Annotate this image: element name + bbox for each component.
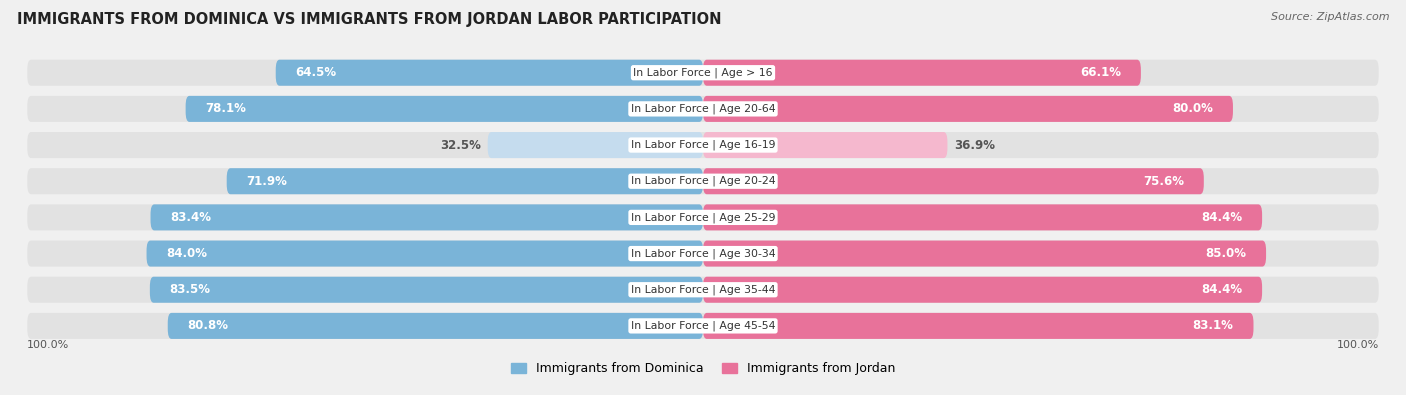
FancyBboxPatch shape bbox=[703, 313, 1254, 339]
Text: 64.5%: 64.5% bbox=[295, 66, 336, 79]
FancyBboxPatch shape bbox=[226, 168, 703, 194]
Text: In Labor Force | Age 30-34: In Labor Force | Age 30-34 bbox=[631, 248, 775, 259]
Text: 100.0%: 100.0% bbox=[1337, 340, 1379, 350]
FancyBboxPatch shape bbox=[27, 168, 1379, 194]
Text: In Labor Force | Age 20-64: In Labor Force | Age 20-64 bbox=[631, 103, 775, 114]
Text: In Labor Force | Age 35-44: In Labor Force | Age 35-44 bbox=[631, 284, 775, 295]
Text: In Labor Force | Age 20-24: In Labor Force | Age 20-24 bbox=[631, 176, 775, 186]
Text: 75.6%: 75.6% bbox=[1143, 175, 1184, 188]
Text: 84.4%: 84.4% bbox=[1201, 211, 1243, 224]
FancyBboxPatch shape bbox=[27, 277, 1379, 303]
Text: Source: ZipAtlas.com: Source: ZipAtlas.com bbox=[1271, 12, 1389, 22]
Text: 100.0%: 100.0% bbox=[27, 340, 69, 350]
FancyBboxPatch shape bbox=[27, 96, 1379, 122]
Text: IMMIGRANTS FROM DOMINICA VS IMMIGRANTS FROM JORDAN LABOR PARTICIPATION: IMMIGRANTS FROM DOMINICA VS IMMIGRANTS F… bbox=[17, 12, 721, 27]
FancyBboxPatch shape bbox=[167, 313, 703, 339]
Text: 36.9%: 36.9% bbox=[955, 139, 995, 152]
FancyBboxPatch shape bbox=[146, 241, 703, 267]
Text: 80.0%: 80.0% bbox=[1173, 102, 1213, 115]
Text: 83.5%: 83.5% bbox=[170, 283, 211, 296]
Text: 85.0%: 85.0% bbox=[1205, 247, 1246, 260]
Text: 83.4%: 83.4% bbox=[170, 211, 211, 224]
Text: In Labor Force | Age 45-54: In Labor Force | Age 45-54 bbox=[631, 321, 775, 331]
Text: 83.1%: 83.1% bbox=[1192, 320, 1233, 333]
Text: 84.0%: 84.0% bbox=[166, 247, 208, 260]
FancyBboxPatch shape bbox=[27, 241, 1379, 267]
FancyBboxPatch shape bbox=[703, 168, 1204, 194]
Text: In Labor Force | Age 25-29: In Labor Force | Age 25-29 bbox=[631, 212, 775, 223]
Text: 71.9%: 71.9% bbox=[246, 175, 287, 188]
FancyBboxPatch shape bbox=[27, 204, 1379, 230]
Text: 66.1%: 66.1% bbox=[1080, 66, 1121, 79]
FancyBboxPatch shape bbox=[186, 96, 703, 122]
FancyBboxPatch shape bbox=[488, 132, 703, 158]
FancyBboxPatch shape bbox=[703, 241, 1265, 267]
Legend: Immigrants from Dominica, Immigrants from Jordan: Immigrants from Dominica, Immigrants fro… bbox=[506, 357, 900, 380]
FancyBboxPatch shape bbox=[276, 60, 703, 86]
FancyBboxPatch shape bbox=[27, 132, 1379, 158]
FancyBboxPatch shape bbox=[703, 60, 1140, 86]
FancyBboxPatch shape bbox=[703, 204, 1263, 230]
Text: 78.1%: 78.1% bbox=[205, 102, 246, 115]
Text: In Labor Force | Age 16-19: In Labor Force | Age 16-19 bbox=[631, 140, 775, 150]
Text: 84.4%: 84.4% bbox=[1201, 283, 1243, 296]
FancyBboxPatch shape bbox=[150, 204, 703, 230]
FancyBboxPatch shape bbox=[703, 132, 948, 158]
Text: 80.8%: 80.8% bbox=[187, 320, 229, 333]
FancyBboxPatch shape bbox=[27, 60, 1379, 86]
FancyBboxPatch shape bbox=[703, 96, 1233, 122]
Text: In Labor Force | Age > 16: In Labor Force | Age > 16 bbox=[633, 68, 773, 78]
FancyBboxPatch shape bbox=[27, 313, 1379, 339]
Text: 32.5%: 32.5% bbox=[440, 139, 481, 152]
FancyBboxPatch shape bbox=[150, 277, 703, 303]
FancyBboxPatch shape bbox=[703, 277, 1263, 303]
